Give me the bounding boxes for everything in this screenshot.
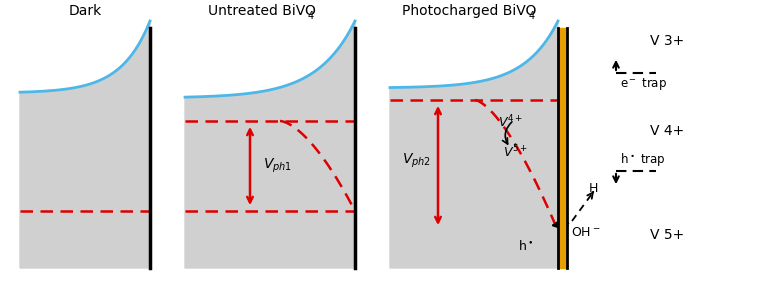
Text: h$^\bullet$ trap: h$^\bullet$ trap (620, 151, 666, 168)
Polygon shape (390, 21, 558, 268)
Text: Photocharged BiVO: Photocharged BiVO (402, 4, 537, 18)
Text: V 4+: V 4+ (650, 124, 684, 138)
Text: V 5+: V 5+ (650, 228, 684, 242)
Text: V 3+: V 3+ (650, 34, 684, 48)
Text: $V_{ph2}$: $V_{ph2}$ (402, 151, 431, 170)
Text: 4: 4 (308, 11, 314, 21)
Text: Untreated BiVO: Untreated BiVO (208, 4, 316, 18)
Polygon shape (20, 21, 150, 268)
Polygon shape (185, 21, 355, 268)
Text: $V^{4+}$: $V^{4+}$ (498, 114, 523, 130)
Text: $V^{5+}$: $V^{5+}$ (503, 144, 528, 160)
Text: e$^-$ trap: e$^-$ trap (620, 76, 667, 92)
Text: h$^\bullet$: h$^\bullet$ (518, 239, 534, 253)
Text: 4: 4 (529, 11, 535, 21)
Text: H: H (589, 183, 598, 196)
Text: Dark: Dark (68, 4, 102, 18)
Text: OH$^-$: OH$^-$ (571, 226, 600, 239)
Bar (558, 28, 567, 268)
Text: $V_{ph1}$: $V_{ph1}$ (263, 157, 292, 175)
